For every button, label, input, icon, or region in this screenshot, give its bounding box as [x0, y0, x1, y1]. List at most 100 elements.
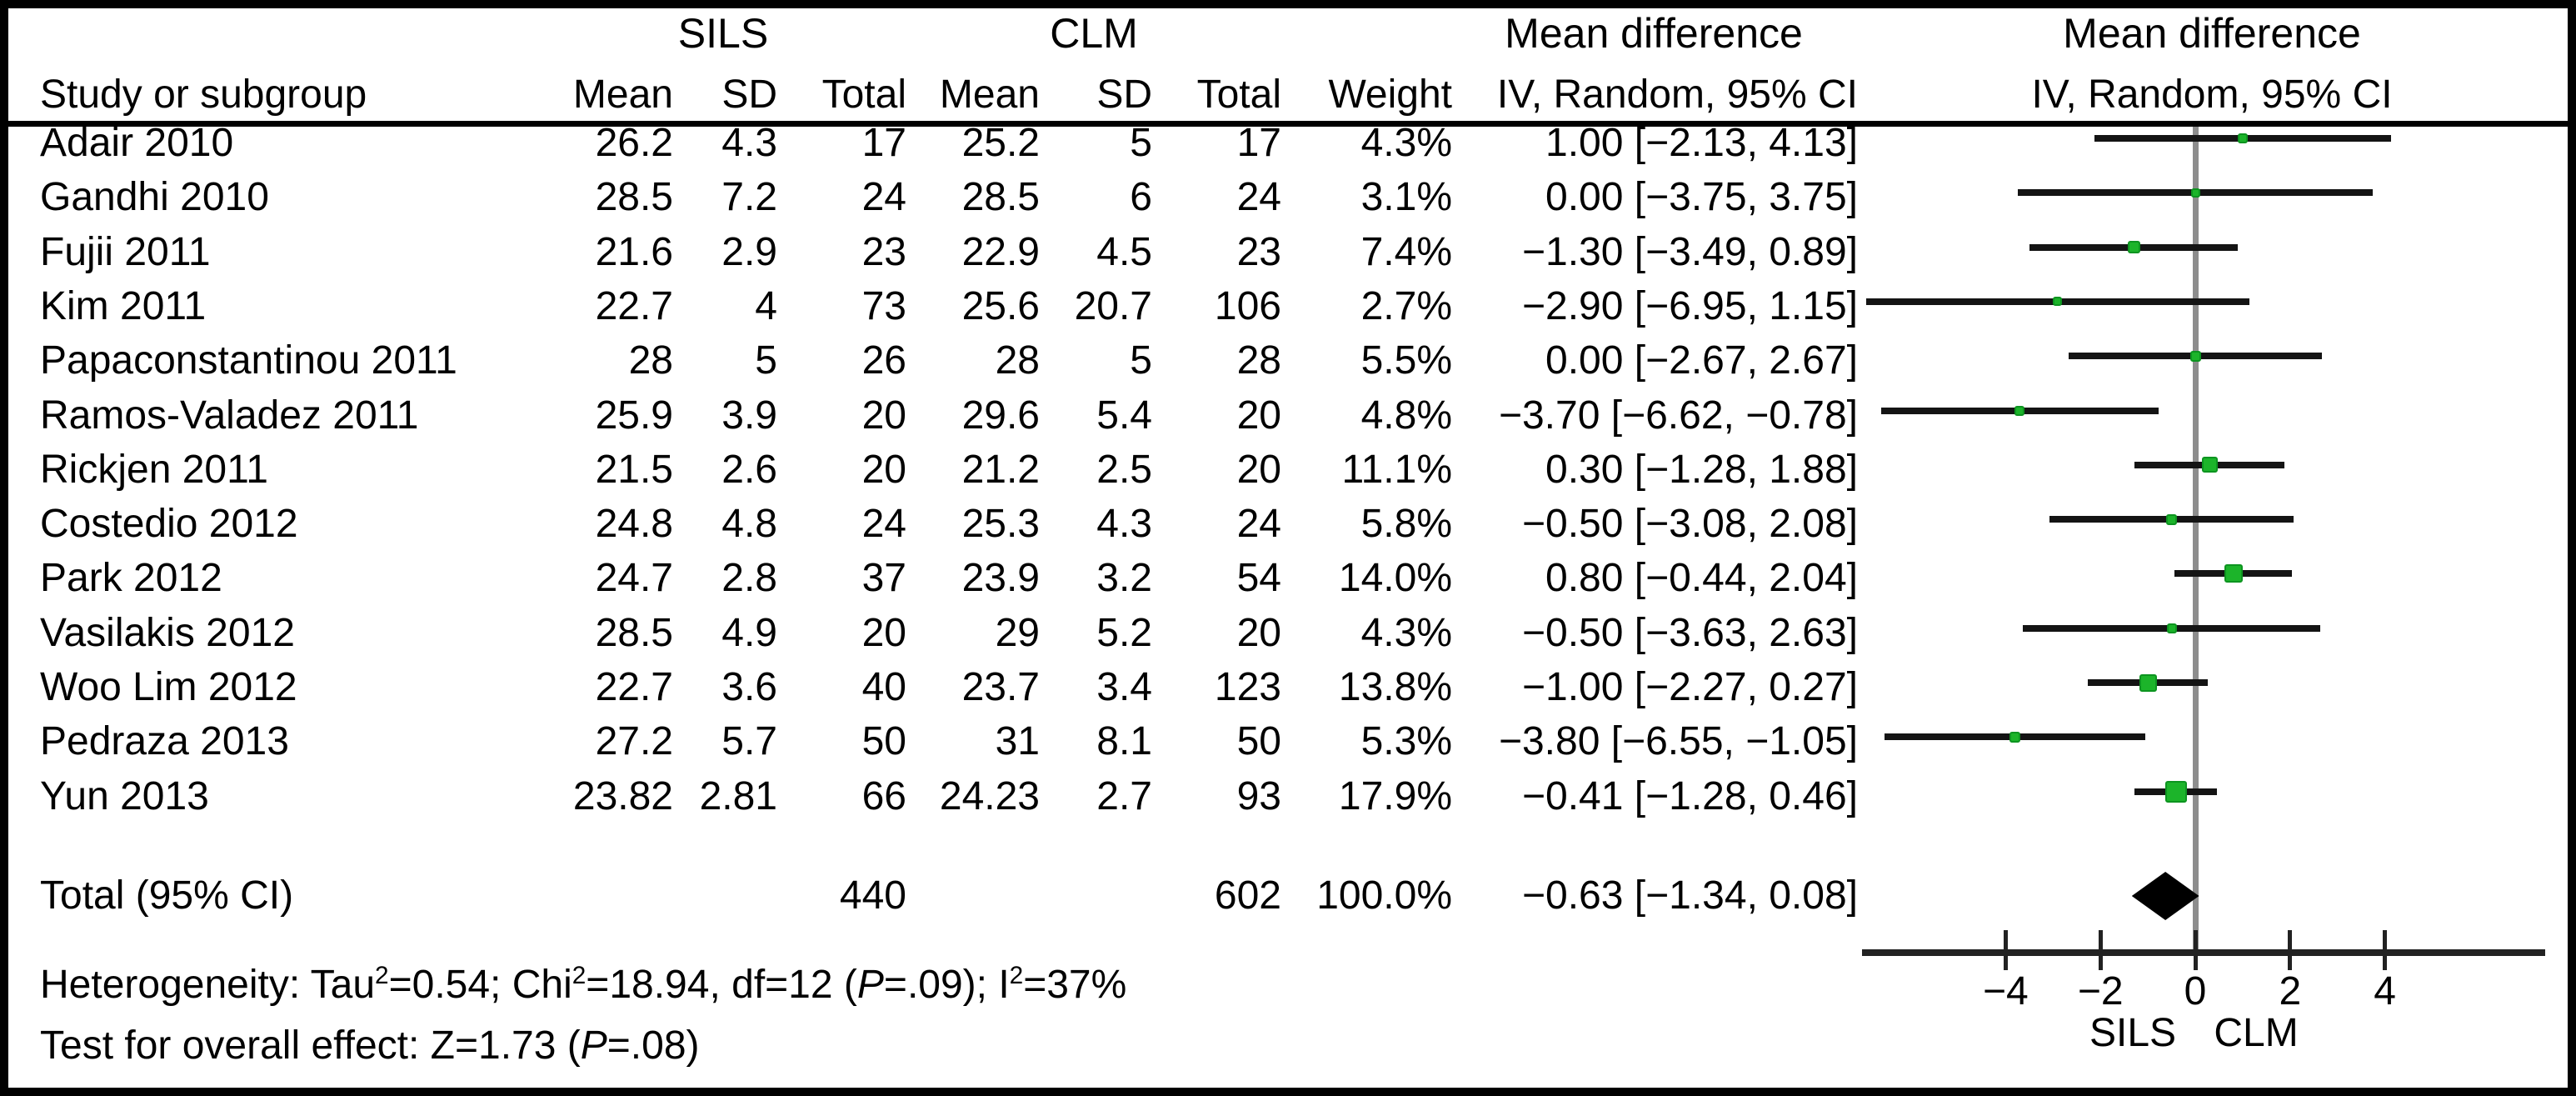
effect-marker: [2053, 297, 2063, 307]
header-clm-sd: SD: [1096, 73, 1152, 117]
axis-tick: [2098, 930, 2103, 970]
clm-total-cell: 20: [1236, 610, 1281, 655]
clm-mean-cell: 28.5: [961, 175, 1040, 220]
clm-total-cell: 54: [1236, 556, 1281, 601]
study-row: Yun 2013 23.82 2.81 66 24.23 2.7 93 17.9% −0.41 …: [40, 773, 1858, 820]
ci-text-cell: −3.70 [−6.62, −0.78]: [1498, 393, 1858, 438]
clm-total-cell: 17: [1236, 121, 1281, 165]
tick-label: −2: [2077, 969, 2124, 1013]
sils-mean-cell: 28.5: [595, 610, 673, 655]
ci-text-cell: −0.41 [−1.28, 0.46]: [1521, 773, 1858, 818]
clm-sd-cell: 5: [1130, 338, 1152, 383]
sils-sd-cell: 2.81: [699, 773, 777, 818]
sils-sd-cell: 2.9: [721, 229, 777, 274]
column-header-row: Study or subgroup Mean SD Total Mean SD …: [40, 52, 1858, 118]
clm-total-cell: 23: [1236, 229, 1281, 274]
sils-mean-cell: 21.6: [595, 229, 673, 274]
effect-marker: [2201, 457, 2218, 473]
ci-text-cell: −0.50 [−3.08, 2.08]: [1521, 502, 1858, 547]
study-row: Kim 2011 22.7 4 73 25.6 20.7 106 2.7% −2.90 [−6.…: [40, 283, 1858, 330]
sils-sd-cell: 5.7: [721, 719, 777, 764]
group-header-mean-difference-stats: Mean difference: [1505, 10, 1803, 57]
clm-sd-cell: 2.7: [1096, 773, 1152, 818]
sils-sd-cell: 4.8: [721, 502, 777, 547]
pooled-diamond: [2131, 872, 2199, 920]
axis-tick: [2003, 930, 2008, 970]
effect-marker: [2009, 731, 2021, 743]
sils-mean-cell: 21.5: [595, 447, 673, 492]
axis-tick: [2288, 930, 2293, 970]
clm-total-cell: 50: [1236, 719, 1281, 764]
study-name-cell: Vasilakis 2012: [40, 610, 295, 655]
effect-marker: [2164, 780, 2187, 803]
weight-cell: 11.1%: [1341, 447, 1452, 492]
sils-mean-cell: 26.2: [595, 121, 673, 165]
tick-label: 4: [2374, 969, 2396, 1013]
clm-mean-cell: 25.3: [961, 502, 1040, 547]
study-row: Fujii 2011 21.6 2.9 23 22.9 4.5 23 7.4% −1.30 [−…: [40, 229, 1858, 276]
clm-sd-cell: 3.2: [1096, 556, 1152, 601]
header-divider-line: [8, 121, 2568, 127]
effect-marker: [2237, 133, 2248, 143]
study-row: Pedraza 2013 27.2 5.7 50 31 8.1 50 5.3% −3.80 [−…: [40, 718, 1858, 765]
axis-tick: [2383, 930, 2388, 970]
study-name-cell: Kim 2011: [40, 283, 207, 328]
clm-total-cell: 28: [1236, 338, 1281, 383]
study-name-cell: Yun 2013: [40, 773, 209, 818]
sils-mean-cell: 22.7: [595, 283, 673, 328]
sils-total-cell: 20: [861, 447, 906, 492]
sils-mean-cell: 27.2: [595, 719, 673, 764]
header-weight: Weight: [1328, 73, 1452, 117]
study-name-cell: Park 2012: [40, 556, 222, 601]
group-header-mean-difference-plot: Mean difference: [2063, 10, 2361, 57]
weight-cell: 3.1%: [1360, 175, 1452, 220]
ci-text-cell: −1.00 [−2.27, 0.27]: [1521, 665, 1858, 709]
plot-header-iv-random-ci: IV, Random, 95% CI: [2031, 73, 2393, 117]
axis-left-label: SILS: [2089, 1011, 2177, 1055]
sils-sd-cell: 2.8: [721, 556, 777, 601]
study-name-cell: Ramos-Valadez 2011: [40, 393, 419, 438]
total-label: Total (95% CI): [40, 873, 294, 918]
clm-sd-cell: 4.5: [1096, 229, 1152, 274]
effect-marker: [2127, 241, 2140, 254]
clm-sd-cell: 2.5: [1096, 447, 1152, 492]
sils-sd-cell: 7.2: [721, 175, 777, 220]
sils-sd-cell: 5: [755, 338, 777, 383]
clm-mean-cell: 29: [995, 610, 1040, 655]
sils-mean-cell: 23.82: [572, 773, 673, 818]
header-clm-mean: Mean: [939, 73, 1040, 117]
total-clm-total: 602: [1214, 873, 1281, 918]
ci-text-cell: 0.30 [−1.28, 1.88]: [1545, 447, 1858, 492]
study-row: Papaconstantinou 2011 28 5 26 28 5 28 5.5% 0.00 …: [40, 338, 1858, 384]
sils-total-cell: 24: [861, 502, 906, 547]
clm-total-cell: 20: [1236, 393, 1281, 438]
ci-text-cell: −3.80 [−6.55, −1.05]: [1498, 719, 1858, 764]
weight-cell: 5.3%: [1360, 719, 1452, 764]
tick-label: −4: [1983, 969, 2029, 1013]
total-row: Total (95% CI) 440 602 100.0% −0.63 [−1.…: [40, 873, 1858, 919]
sils-mean-cell: 25.9: [595, 393, 673, 438]
clm-sd-cell: 20.7: [1074, 283, 1152, 328]
ci-text-cell: 0.00 [−3.75, 3.75]: [1545, 175, 1858, 220]
weight-cell: 4.8%: [1360, 393, 1452, 438]
effect-marker: [2224, 564, 2243, 583]
axis-right-label: CLM: [2214, 1011, 2299, 1055]
clm-sd-cell: 5: [1130, 121, 1152, 165]
clm-sd-cell: 8.1: [1096, 719, 1152, 764]
sils-total-cell: 40: [861, 665, 906, 709]
study-name-cell: Papaconstantinou 2011: [40, 338, 457, 383]
sils-mean-cell: 28: [628, 338, 673, 383]
axis-line: [1862, 949, 2545, 956]
header-sils-mean: Mean: [572, 73, 673, 117]
study-row: Woo Lim 2012 22.7 3.6 40 23.7 3.4 123 13.8% −1.0…: [40, 664, 1858, 711]
study-row: Rickjen 2011 21.5 2.6 20 21.2 2.5 20 11.1% 0.30 …: [40, 447, 1858, 493]
clm-mean-cell: 25.6: [961, 283, 1040, 328]
weight-cell: 4.3%: [1360, 610, 1452, 655]
header-sils-total: Total: [821, 73, 906, 117]
study-name-cell: Fujii 2011: [40, 229, 211, 274]
sils-total-cell: 37: [861, 556, 906, 601]
sils-total-cell: 50: [861, 719, 906, 764]
effect-marker: [2189, 350, 2201, 362]
clm-total-cell: 24: [1236, 502, 1281, 547]
